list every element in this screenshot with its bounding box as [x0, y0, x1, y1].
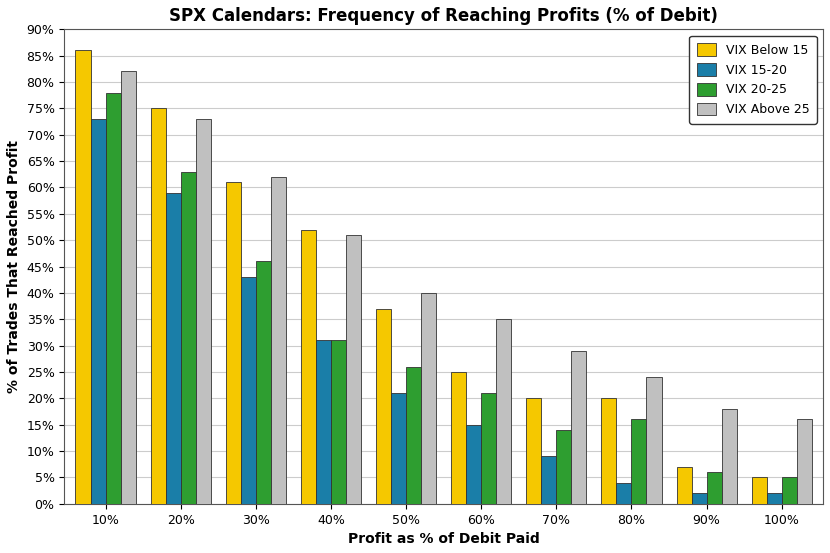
Bar: [767, 493, 782, 504]
Bar: [120, 71, 135, 504]
Bar: [241, 277, 256, 504]
Bar: [602, 398, 617, 504]
Bar: [706, 472, 721, 504]
Bar: [466, 425, 481, 504]
Bar: [481, 393, 496, 504]
Bar: [676, 467, 691, 504]
Bar: [556, 430, 571, 504]
Bar: [721, 409, 737, 504]
Bar: [271, 177, 286, 504]
Bar: [421, 293, 436, 504]
Bar: [617, 483, 632, 504]
Bar: [150, 108, 166, 504]
Bar: [647, 377, 662, 504]
Bar: [105, 92, 120, 504]
Bar: [526, 398, 541, 504]
Bar: [391, 393, 406, 504]
Bar: [196, 119, 211, 504]
Bar: [76, 50, 90, 504]
Bar: [691, 493, 706, 504]
Bar: [90, 119, 105, 504]
Bar: [181, 171, 196, 504]
Bar: [166, 192, 181, 504]
Bar: [226, 182, 241, 504]
Bar: [346, 235, 361, 504]
Bar: [797, 419, 812, 504]
Bar: [752, 477, 767, 504]
Bar: [256, 261, 271, 504]
Bar: [376, 309, 391, 504]
Bar: [452, 372, 466, 504]
Bar: [632, 419, 647, 504]
Legend: VIX Below 15, VIX 15-20, VIX 20-25, VIX Above 25: VIX Below 15, VIX 15-20, VIX 20-25, VIX …: [689, 35, 817, 124]
Bar: [301, 229, 316, 504]
Bar: [782, 477, 797, 504]
X-axis label: Profit as % of Debit Paid: Profit as % of Debit Paid: [348, 532, 540, 546]
Bar: [316, 340, 331, 504]
Bar: [571, 351, 586, 504]
Bar: [331, 340, 346, 504]
Bar: [406, 367, 421, 504]
Bar: [541, 456, 556, 504]
Title: SPX Calendars: Frequency of Reaching Profits (% of Debit): SPX Calendars: Frequency of Reaching Pro…: [169, 7, 718, 25]
Bar: [496, 319, 511, 504]
Y-axis label: % of Trades That Reached Profit: % of Trades That Reached Profit: [7, 140, 21, 393]
